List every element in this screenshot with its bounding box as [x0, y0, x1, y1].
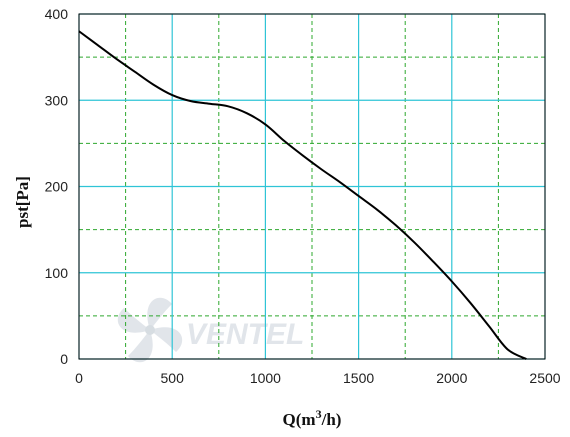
x-tick-label: 500	[161, 370, 185, 386]
x-axis-title: Q(m3/h)	[283, 407, 342, 429]
x-tick-label: 0	[75, 370, 83, 386]
y-tick-label: 400	[45, 6, 69, 22]
tick-labels: 0 500 1000 1500 2000 2500 0 100 200 300 400	[45, 6, 561, 386]
x-tick-label: 2000	[436, 370, 467, 386]
y-tick-label: 200	[45, 179, 69, 195]
y-tick-label: 0	[60, 351, 68, 367]
ventel-logo: VENTEL	[117, 297, 304, 363]
series-line	[78, 30, 527, 360]
series-group	[78, 30, 527, 360]
y-axis-title: pst[Pa]	[13, 176, 32, 228]
plot-frame	[78, 13, 546, 360]
logo-text: VENTEL	[186, 318, 304, 351]
y-tick-label: 100	[45, 265, 69, 281]
x-tick-label: 1500	[343, 370, 374, 386]
fan-icon	[117, 297, 183, 363]
x-tick-label: 1000	[250, 370, 281, 386]
y-tick-label: 300	[45, 92, 69, 108]
x-tick-label: 2500	[529, 370, 560, 386]
